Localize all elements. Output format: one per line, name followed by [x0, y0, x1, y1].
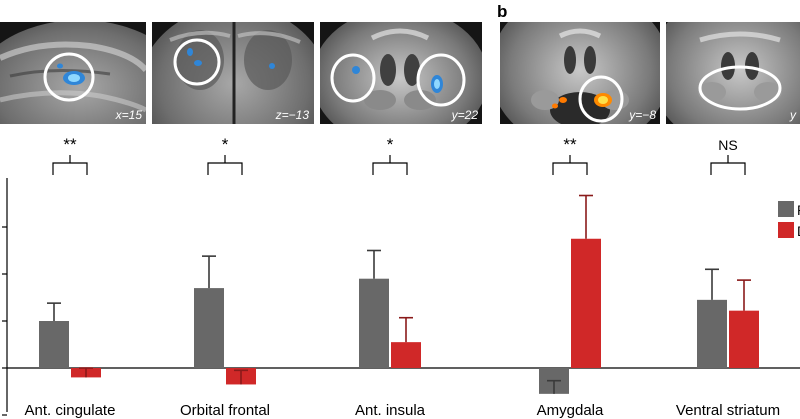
category-label-2: Orbital frontal — [180, 402, 270, 419]
significance-brackets: ** * * ** NS — [52, 135, 746, 175]
category-label-3: Ant. insula — [355, 402, 426, 419]
sig-label-4: ** — [563, 135, 577, 154]
slice-5-coord: y — [789, 108, 797, 122]
category-label-4: Amygdala — [537, 402, 604, 419]
sig-bracket-4 — [552, 155, 588, 175]
panel-b-label: b — [497, 2, 507, 21]
brain-slice-5 — [666, 22, 800, 124]
slice-4-coord: y=−8 — [628, 108, 656, 122]
brain-slice-1 — [0, 22, 146, 124]
legend: P D — [778, 201, 800, 239]
slice-3-coord: y=22 — [451, 108, 479, 122]
bar-p-1 — [39, 321, 69, 368]
error-bars — [47, 194, 751, 394]
bar-p-3 — [359, 278, 389, 368]
legend-swatch-d — [778, 222, 794, 238]
bar-p-2 — [194, 288, 224, 368]
sig-label-5: NS — [718, 137, 737, 153]
brain-slice-3 — [320, 22, 482, 124]
bar-chart: ** * * ** NS Ant. cingulate Orbital frontal An… — [2, 135, 800, 419]
slice-2-coord: z=−13 — [275, 108, 310, 122]
brain-slice-4 — [500, 22, 660, 124]
y-ticks — [2, 226, 7, 416]
category-label-1: Ant. cingulate — [25, 402, 116, 419]
sig-label-3: * — [387, 135, 394, 154]
category-labels: Ant. cingulate Orbital frontal Ant. insula… — [25, 402, 781, 419]
category-label-5: Ventral striatum — [676, 402, 780, 419]
bar-p-5 — [697, 299, 727, 368]
bars — [39, 238, 759, 394]
sig-label-2: * — [222, 135, 229, 154]
legend-swatch-p — [778, 201, 794, 217]
legend-label-d: D — [797, 223, 800, 239]
sig-bracket-5 — [710, 155, 746, 175]
bar-d-5 — [729, 310, 759, 368]
brain-slice-2 — [152, 22, 314, 124]
slice-1-coord: x=15 — [115, 108, 143, 122]
sig-bracket-3 — [372, 155, 408, 175]
sig-bracket-1 — [52, 155, 88, 175]
sig-bracket-2 — [207, 155, 243, 175]
legend-label-p: P — [797, 202, 800, 218]
bar-d-3 — [391, 342, 421, 368]
bar-d-4 — [571, 238, 601, 368]
sig-label-1: ** — [63, 135, 77, 154]
